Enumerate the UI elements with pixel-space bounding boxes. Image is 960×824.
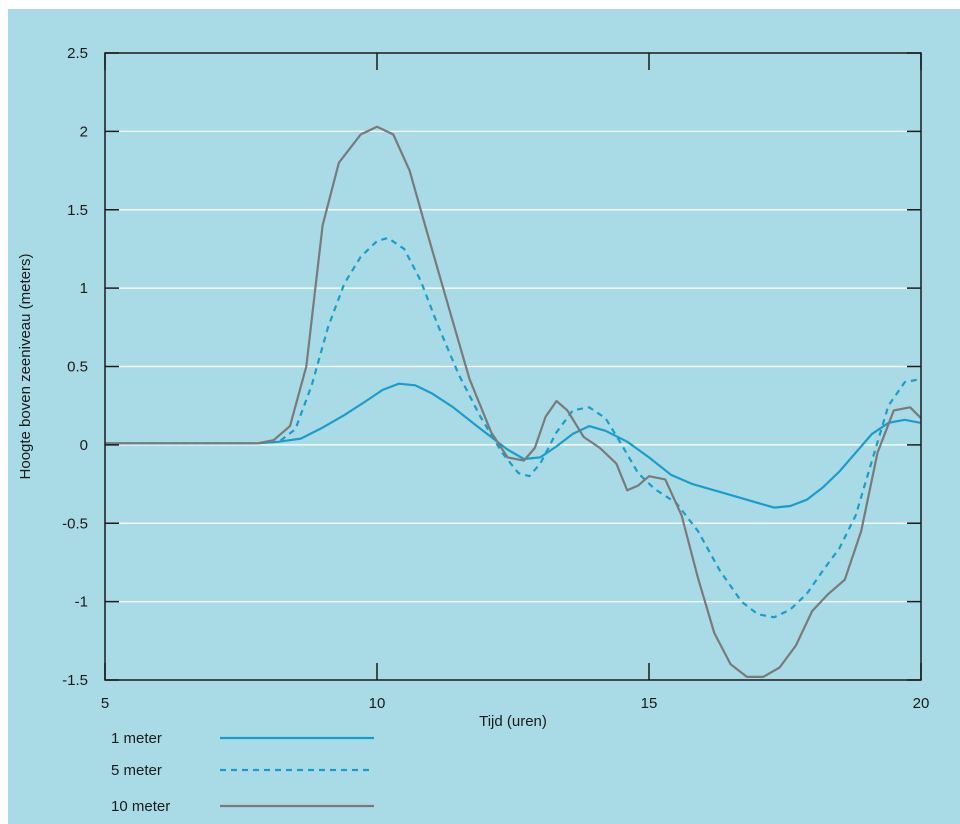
x-tick-label: 15 (641, 695, 658, 712)
y-tick-label: 0.5 (67, 359, 88, 376)
series-lines (105, 125, 922, 678)
legend-label: 5 meter (111, 762, 162, 779)
y-tick-label: -0.5 (62, 515, 88, 532)
x-tick-label: 10 (369, 695, 386, 712)
tick-marks (104, 52, 922, 681)
grid-lines (105, 130, 921, 603)
legend-label: 1 meter (111, 730, 162, 747)
tick-labels: 2.5 2 1.5 1 0.5 0 -0.5 -1 -1.5 5 10 15 20 (62, 45, 929, 712)
y-tick-label: 1.5 (67, 202, 88, 219)
series-line-5-meter (105, 236, 922, 619)
x-axis-title: Tijd (uren) (479, 713, 547, 730)
y-tick-label: -1.5 (62, 672, 88, 689)
y-tick-label: -1 (75, 594, 88, 611)
y-tick-label: 2.5 (67, 45, 88, 62)
series-line-1-meter (105, 382, 922, 509)
y-tick-label: 1 (80, 280, 88, 297)
y-tick-label: 0 (80, 437, 88, 454)
line-chart: 2.5 2 1.5 1 0.5 0 -0.5 -1 -1.5 5 10 15 20 Tijd (uren… (17, 45, 929, 815)
chart-panel: 2.5 2 1.5 1 0.5 0 -0.5 -1 -1.5 5 10 15 20 Tijd (uren… (8, 9, 960, 824)
y-axis-title: Hoogte boven zeeniveau (meters) (17, 254, 34, 480)
x-tick-label: 5 (101, 695, 109, 712)
y-tick-label: 2 (80, 123, 88, 140)
legend-label: 10 meter (111, 798, 170, 815)
x-tick-label: 20 (913, 695, 930, 712)
legend: 1 meter 5 meter 10 meter (111, 730, 374, 815)
series-line-10-meter (105, 125, 922, 678)
